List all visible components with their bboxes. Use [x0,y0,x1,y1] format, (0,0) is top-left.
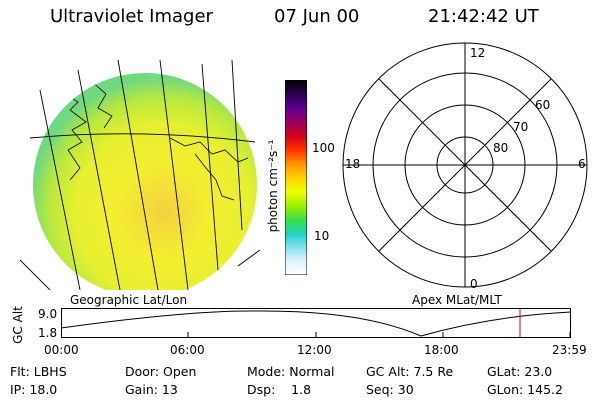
info-seq: Seq: 30 [366,382,414,397]
mlt-label-18: 18 [345,157,361,171]
info-filter: Flt: LBHS [10,364,67,379]
info-gain: Gain: 13 [125,382,178,397]
info-glat: GLat: 23.0 [487,364,553,379]
xtick-2359: 23:59 [552,343,587,357]
mlt-label-6: 6 [578,157,586,171]
earth-disk [33,73,257,290]
xtick-1200: 12:00 [297,343,332,357]
polar-plot [342,42,588,288]
xtick-0000: 00:00 [44,343,79,357]
xtick-0600: 06:00 [170,343,205,357]
mlt-label-12: 12 [470,46,486,60]
mlt-label-0: 0 [470,277,478,291]
alt-ylabel: GC Alt [11,306,25,344]
colorbar-units: photon cm⁻²s⁻¹ [266,139,280,233]
info-ip: IP: 18.0 [10,382,58,397]
mlat-label-70: 70 [513,120,529,134]
alt-ymin: 1.8 [38,326,58,340]
mlat-label-80: 80 [493,141,509,155]
mlat-label-60: 60 [535,98,551,112]
alt-ymax: 9.0 [38,307,58,321]
app-title: Ultraviolet Imager [50,6,213,27]
info-mode: Mode: Normal [247,364,335,379]
xtick-1800: 18:00 [424,343,459,357]
polar-caption: Apex MLat/MLT [412,293,502,307]
info-gc-alt: GC Alt: 7.5 Re [366,364,454,379]
altitude-timeline [61,308,571,338]
uv-earth-image [20,59,260,290]
info-dsp: Dsp: 1.8 [247,382,312,397]
date-readout: 07 Jun 00 [274,6,360,27]
colorbar-tick-100: 100 [312,141,335,155]
time-readout: 21:42:42 UT [428,6,539,27]
geo-caption: Geographic Lat/Lon [70,293,188,307]
colorbar-tick-10: 10 [314,229,330,243]
colorbar [285,80,307,275]
info-door: Door: Open [125,364,197,379]
info-glon: GLon: 145.2 [487,382,563,397]
